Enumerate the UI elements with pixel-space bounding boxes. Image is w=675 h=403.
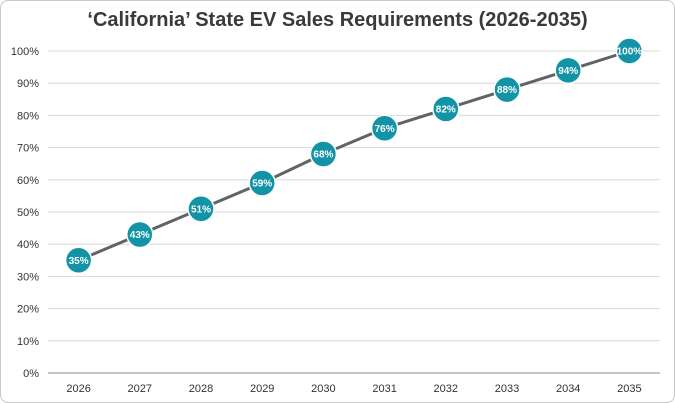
y-tick-label: 10% <box>17 336 39 348</box>
data-label: 59% <box>252 179 272 190</box>
x-tick-label: 2029 <box>250 383 274 395</box>
x-tick-label: 2035 <box>617 383 641 395</box>
x-tick-label: 2026 <box>66 383 90 395</box>
y-tick-label: 70% <box>17 143 39 155</box>
data-point-marker <box>432 95 460 123</box>
data-label: 35% <box>69 256 89 267</box>
y-tick-label: 30% <box>17 271 39 283</box>
data-point-marker <box>187 195 215 223</box>
y-tick-label: 0% <box>23 368 39 380</box>
y-tick-label: 100% <box>11 46 39 58</box>
y-tick-label: 90% <box>17 78 39 90</box>
y-tick-label: 40% <box>17 239 39 251</box>
data-label: 100% <box>617 47 643 58</box>
x-tick-label: 2030 <box>311 383 335 395</box>
data-point-marker <box>370 114 399 143</box>
x-tick-label: 2027 <box>128 383 152 395</box>
data-label: 82% <box>436 104 456 115</box>
y-tick-label: 50% <box>17 207 39 219</box>
y-tick-label: 20% <box>17 304 39 316</box>
data-point-marker <box>248 169 276 197</box>
data-point-marker <box>309 140 338 168</box>
data-label: 94% <box>558 66 578 77</box>
x-tick-label: 2028 <box>189 383 213 395</box>
y-tick-label: 60% <box>17 175 39 187</box>
x-tick-label: 2031 <box>372 383 396 395</box>
series-line <box>78 49 630 262</box>
x-tick-label: 2033 <box>495 383 519 395</box>
data-point-marker <box>126 220 154 249</box>
data-label: 43% <box>130 230 150 241</box>
x-tick-label: 2034 <box>556 383 580 395</box>
data-point-marker <box>64 246 93 275</box>
x-tick-label: 2032 <box>434 383 458 395</box>
y-tick-label: 80% <box>17 110 39 122</box>
data-label: 68% <box>313 150 333 161</box>
chart-title: ‘California’ State EV Sales Requirements… <box>87 9 588 31</box>
data-label: 51% <box>191 204 211 215</box>
data-point-marker <box>615 37 644 65</box>
data-point-marker <box>493 75 521 104</box>
data-label: 88% <box>497 85 517 96</box>
data-label: 76% <box>375 124 395 135</box>
data-point-marker <box>554 56 582 85</box>
